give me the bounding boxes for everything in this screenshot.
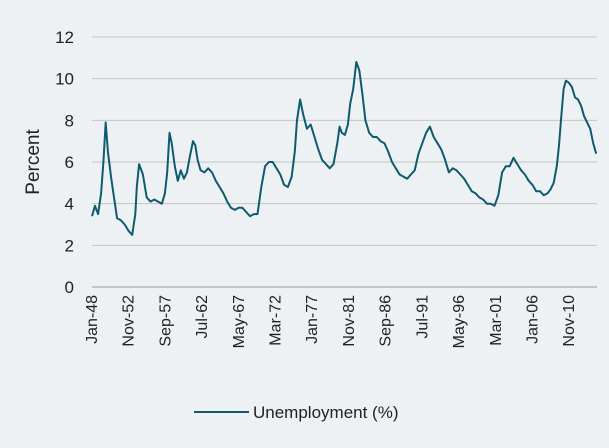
y-tick-label-10: 10 xyxy=(55,70,74,89)
y-tick-label-2: 2 xyxy=(65,236,74,255)
x-tick-label-nov-81: Nov-81 xyxy=(341,295,358,347)
x-tick-label-sep-86: Sep-86 xyxy=(378,295,395,347)
x-tick-label-mar-72: Mar-72 xyxy=(268,295,285,346)
x-tick-label-sep-57: Sep-57 xyxy=(157,295,174,347)
y-axis-label: Percent xyxy=(23,129,44,195)
y-tick-label-6: 6 xyxy=(65,153,74,172)
legend: Unemployment (%) xyxy=(194,403,399,422)
series-line-unemployment xyxy=(91,61,598,236)
gridlines xyxy=(92,36,597,246)
x-tick-label-may-96: May-96 xyxy=(451,295,468,348)
y-tick-label-12: 12 xyxy=(55,28,74,47)
x-tick-label-jan-48: Jan-48 xyxy=(84,295,101,344)
series-layer xyxy=(91,61,598,236)
x-tick-label-mar-01: Mar-01 xyxy=(488,295,505,346)
y-axis-ticks: 0 2 4 6 8 10 12 xyxy=(55,28,74,297)
y-tick-label-0: 0 xyxy=(65,278,74,297)
x-tick-label-nov-10: Nov-10 xyxy=(561,295,578,347)
x-tick-label-jul-91: Jul-91 xyxy=(414,295,431,339)
y-tick-label-4: 4 xyxy=(65,195,74,214)
y-tick-label-8: 8 xyxy=(65,111,74,130)
x-tick-label-jul-62: Jul-62 xyxy=(194,295,211,339)
x-tick-label-may-67: May-67 xyxy=(231,295,248,348)
x-tick-label-jan-77: Jan-77 xyxy=(304,295,321,344)
x-tick-label-nov-52: Nov-52 xyxy=(121,295,138,347)
x-tick-label-jan-06: Jan-06 xyxy=(524,295,541,344)
legend-label-unemployment: Unemployment (%) xyxy=(253,403,399,422)
x-axis-ticks: Jan-48 Nov-52 Sep-57 Jul-62 May-67 Mar-72 Jan-… xyxy=(84,295,578,348)
